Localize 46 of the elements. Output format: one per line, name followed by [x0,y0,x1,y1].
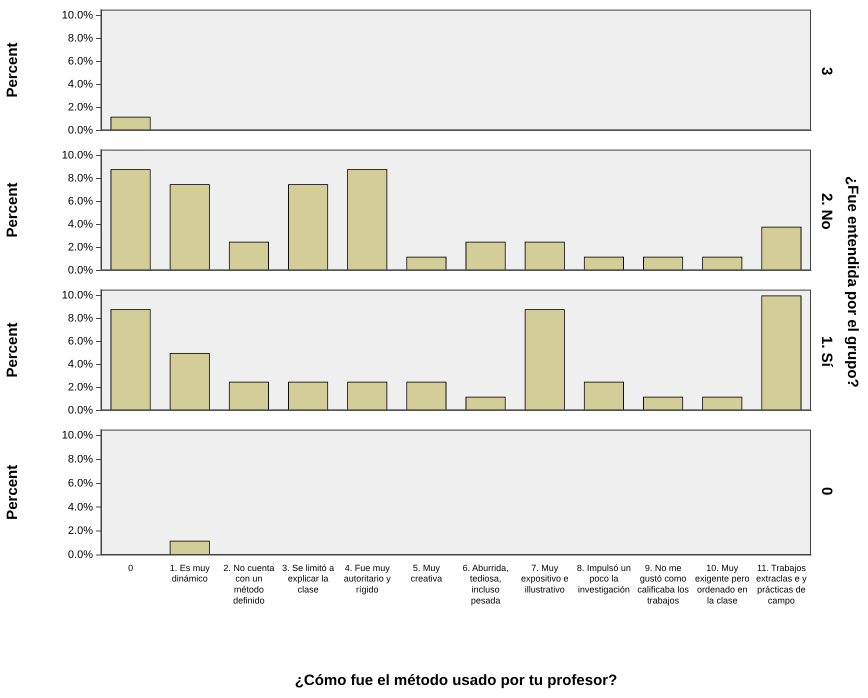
y2-axis-title: 0 [818,486,835,498]
y-tick-label: 8.0% [68,172,94,184]
y2-axis-title: 3 [818,66,835,78]
y-tick-label: 6.0% [68,477,94,490]
y-tick-label: 2.0% [68,381,94,394]
y-tick-label: 2.0% [68,101,94,114]
y-tick-label: 4.0% [68,501,94,514]
y-tick-label: 8.0% [68,32,94,44]
x-tick-label: 10. Muy exigente pero ordenado en la clase [694,562,750,606]
x-tick-label: 5. Muy creativa [410,562,442,584]
y-tick-label: 6.0% [68,335,94,348]
x-tick-label: 3. Se limitó a explicar la clase [282,562,334,594]
y-tick-label: 4.0% [68,358,94,370]
text: ¿Fue entendida por el grupo? [844,174,861,390]
y-tick-label: 8.0% [68,312,94,324]
x-tick-label: 0 [128,562,134,573]
y-tick-label: 8.0% [68,453,94,466]
y-tick-label: 6.0% [68,195,94,208]
y-tick-label: 0.0% [68,124,94,136]
x-tick-label: 4. Fue muy autoritario y rígido [344,562,392,594]
y-tick-label: 6.0% [68,55,94,68]
y2-axis-title: 1. Sí [818,335,835,370]
x-tick-label: 11. Trabajos extraclas e y prácticas de campo [756,562,808,606]
x-tick-label: 2. No cuenta con un método definido [223,562,274,606]
x-tick-label: 6. Aburrida, tediosa, incluso pesada [462,562,509,606]
y-tick-label: 10.0% [62,149,94,162]
y-tick-label: 4.0% [68,218,94,230]
y-tick-label: 0.0% [68,549,94,562]
y-tick-label: 10.0% [62,289,94,302]
x-tick-label: 9. No me gustó como calificaba los trabajos [637,562,690,606]
y-tick-label: 0.0% [68,404,94,416]
y-axis-title: Percent [4,464,22,520]
y-tick-label: 2.0% [68,525,94,538]
y-tick-label: 0.0% [68,264,94,276]
x-tick-label: 7. Muy expositivo e illustrativo [520,562,569,594]
x-tick-label: 8. Impulsó un poco la investigación [576,562,631,594]
y2-axis-title: 2. No [818,192,835,232]
y-tick-label: 2.0% [68,241,94,254]
y-axis-title: Percent [4,182,22,238]
y-axis-title: Percent [4,322,22,378]
y-tick-label: 4.0% [68,78,94,90]
y-axis-title: Percent [4,42,22,98]
y-tick-label: 10.0% [62,430,94,442]
y-tick-label: 10.0% [62,9,94,22]
x-tick-label: 1. Es muy dinámico [170,562,210,584]
x-axis-title: ¿Cómo fue el método usado por tu profesor? [294,672,618,690]
